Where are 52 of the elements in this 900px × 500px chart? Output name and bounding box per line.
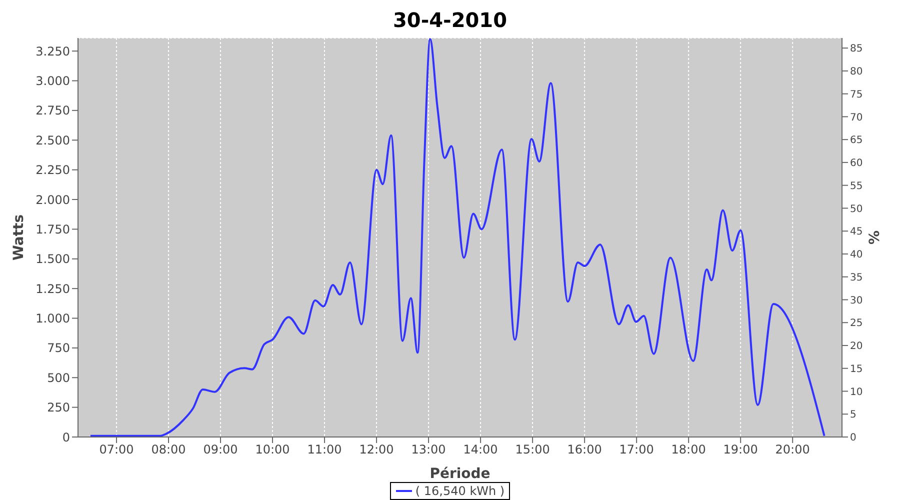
y2-tick-label: 25 (850, 318, 863, 330)
y2-tick-label: 60 (850, 158, 863, 170)
x-tick-label: 09:00 (203, 442, 238, 457)
y2-tick-label: 30 (850, 295, 863, 306)
x-axis-title: Période (430, 466, 490, 482)
y2-tick-label: 5 (850, 410, 856, 421)
y2-tick-label: 80 (850, 66, 863, 78)
legend-label: ( 16,540 kWh ) (415, 484, 505, 498)
chart-title: 30-4-2010 (392, 8, 508, 34)
x-tick-label: 18:00 (671, 442, 706, 457)
y2-tick-label: 20 (850, 341, 863, 352)
line-series (89, 38, 826, 437)
y-tick-label: 1.000 (36, 312, 70, 326)
x-tick-label: 16:00 (567, 442, 602, 457)
y-tick-label: 2.500 (36, 133, 70, 148)
x-tick-label: 19:00 (723, 442, 758, 457)
x-tick-label: 08:00 (151, 442, 186, 457)
x-tick-label: 07:00 (99, 442, 134, 457)
y2-tick-label: 45 (850, 226, 863, 238)
y-tick-label: 3.000 (36, 74, 70, 88)
y2-tick-label: 50 (850, 204, 863, 215)
y-tick-label: 1.500 (36, 252, 70, 266)
y2-tick-label: 0 (850, 432, 856, 444)
y2-tick-label: 75 (850, 89, 863, 100)
y2-tick-label: 40 (850, 250, 863, 261)
y-tick-label: 750 (47, 341, 70, 356)
y-tick-label: 1.750 (36, 222, 70, 236)
y-axis-title: Watts (10, 214, 27, 261)
y2-tick-label: 70 (850, 112, 863, 124)
y2-axis-title: % (866, 230, 883, 245)
x-tick-label: 17:00 (619, 442, 654, 457)
y-tick-label: 500 (47, 370, 70, 385)
y-tick-label: 2.250 (36, 163, 70, 178)
x-tick-label: 11:00 (307, 442, 342, 457)
y2-tick-label: 65 (850, 135, 863, 146)
y2-tick-label: 10 (850, 386, 863, 398)
y2-tick-label: 15 (850, 364, 863, 375)
x-tick-label: 15:00 (515, 442, 550, 457)
y-tick-label: 250 (47, 400, 70, 415)
y2-tick-label: 85 (850, 44, 863, 55)
y-tick-label: 2.750 (36, 104, 70, 118)
y-tick-label: 0 (62, 430, 70, 444)
y-tick-label: 3.250 (36, 44, 70, 58)
x-tick-label: 12:00 (359, 442, 394, 457)
x-tick-label: 13:00 (411, 442, 446, 457)
y2-tick-label: 55 (850, 180, 863, 192)
x-tick-label: 14:00 (463, 442, 498, 457)
y-tick-label: 1.250 (36, 282, 70, 296)
x-tick-label: 20:00 (775, 442, 810, 457)
x-tick-label: 10:00 (255, 442, 290, 457)
y2-tick-label: 35 (850, 272, 863, 284)
y-tick-label: 2.000 (36, 192, 70, 207)
